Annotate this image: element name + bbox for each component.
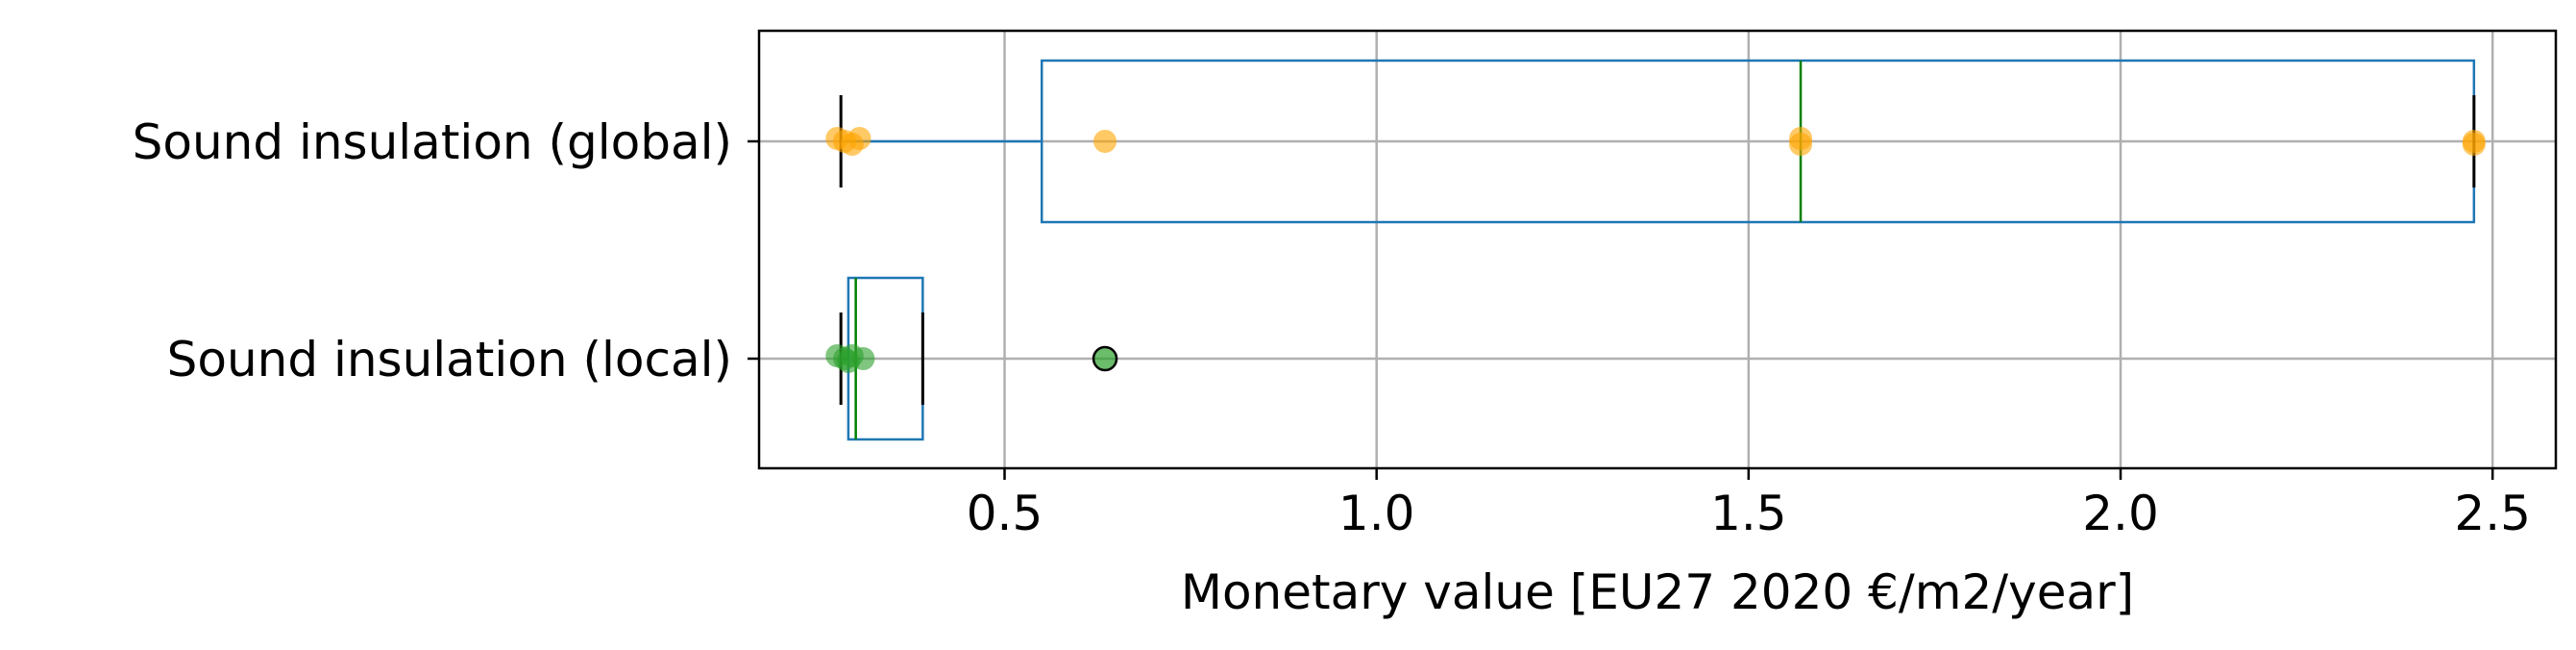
y-tick-label: Sound insulation (local) [167,332,732,388]
x-axis-label: Monetary value [EU27 2020 €/m2/year] [1181,564,2134,620]
grid-lines [759,31,2556,468]
y-tick-label: Sound insulation (global) [133,114,732,170]
x-tick-label: 1.0 [1338,486,1415,541]
x-tick-label: 1.5 [1710,486,1787,541]
point-layer [825,127,2486,373]
data-point [1093,130,1117,153]
plot-area-frame [757,29,2558,470]
data-point [1789,127,1813,150]
x-tick-label: 0.5 [967,486,1043,541]
data-point [2462,133,2486,156]
box-layer [839,59,2476,441]
ticks-layer: 0.5 1.0 1.5 2.0 2.5 Sound insulation (global)… [133,114,2531,541]
data-point [851,347,875,370]
x-tick-label: 2.0 [2082,486,2159,541]
data-point [847,127,871,150]
outlier-point [1092,345,1118,372]
x-tick-label: 2.5 [2454,486,2531,541]
